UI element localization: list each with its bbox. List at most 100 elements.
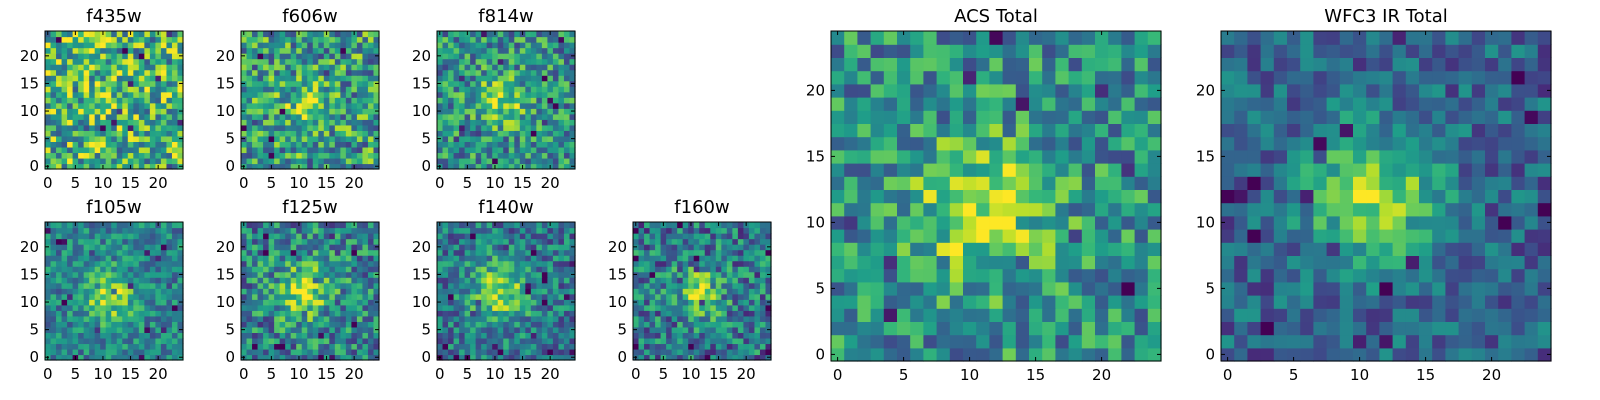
- heatmap-cell: [105, 135, 112, 142]
- heatmap-cell: [94, 260, 101, 267]
- heatmap-cell: [307, 332, 314, 339]
- heatmap-cell: [831, 149, 845, 164]
- heatmap-cell: [257, 244, 264, 251]
- heatmap-cell: [149, 288, 156, 295]
- heatmap-cell: [290, 119, 297, 126]
- heatmap-cell: [285, 108, 292, 115]
- heatmap-cell: [367, 277, 375, 284]
- heatmap-cell: [655, 337, 662, 345]
- heatmap-cell: [78, 299, 85, 306]
- heatmap-cell: [362, 282, 369, 289]
- heatmap-cell: [67, 119, 74, 126]
- heatmap-cell: [655, 315, 662, 322]
- heatmap-cell: [100, 42, 107, 49]
- heatmap-cell: [464, 282, 471, 289]
- heatmap-cell: [116, 163, 123, 170]
- heatmap-cell: [367, 304, 375, 311]
- heatmap-cell: [334, 277, 341, 284]
- heatmap-cell: [569, 113, 576, 120]
- heatmap-cell: [296, 315, 303, 322]
- heatmap-cell: [177, 42, 184, 49]
- heatmap-cell: [45, 321, 52, 328]
- heatmap-cell: [56, 141, 63, 148]
- heatmap-cell: [329, 310, 336, 317]
- heatmap-cell: [638, 266, 645, 273]
- heatmap-cell: [569, 58, 576, 65]
- heatmap-cell: [448, 238, 455, 245]
- heatmap-cell: [1042, 215, 1056, 230]
- heatmap-cell: [558, 75, 565, 82]
- heatmap-cell: [111, 124, 118, 131]
- heatmap-cell: [285, 277, 292, 284]
- heatmap-cell: [171, 332, 179, 339]
- heatmap-cell: [252, 119, 259, 126]
- heatmap-cell: [1095, 308, 1109, 322]
- heatmap-cell: [312, 321, 319, 328]
- heatmap-cell: [285, 310, 292, 317]
- heatmap-cell: [323, 271, 330, 278]
- heatmap-cell: [367, 222, 375, 229]
- heatmap-cell: [252, 135, 259, 142]
- heatmap-cell: [459, 277, 466, 284]
- heatmap-cell: [279, 75, 286, 82]
- heatmap-cell: [558, 97, 565, 104]
- heatmap-cell: [345, 42, 352, 49]
- heatmap-cell: [649, 354, 656, 361]
- heatmap-cell: [870, 334, 885, 349]
- heatmap-cell: [569, 36, 576, 43]
- heatmap-cell: [72, 75, 79, 82]
- heatmap-cell: [563, 135, 571, 142]
- heatmap-cell: [166, 113, 173, 120]
- heatmap-cell: [470, 75, 477, 82]
- heatmap-cell: [743, 337, 750, 345]
- heatmap-cell: [312, 343, 319, 350]
- heatmap-cell: [525, 299, 532, 306]
- heatmap-cell: [514, 31, 521, 38]
- heatmap-cell: [508, 354, 515, 361]
- heatmap-cell: [56, 36, 63, 43]
- heatmap-cell: [122, 64, 129, 71]
- heatmap-cell: [459, 293, 466, 300]
- heatmap-cell: [536, 113, 543, 120]
- heatmap-cell: [743, 255, 750, 262]
- heatmap-cell: [1095, 295, 1109, 309]
- heatmap-cell: [127, 141, 134, 148]
- heatmap-cell: [138, 58, 145, 65]
- heatmap-cell: [351, 238, 358, 245]
- heatmap-cell: [754, 348, 761, 356]
- heatmap-cell: [149, 113, 156, 120]
- heatmap-cell: [307, 255, 314, 262]
- heatmap-cell: [693, 266, 700, 273]
- heatmap-cell: [334, 47, 341, 54]
- heatmap-cell: [166, 282, 173, 289]
- heatmap-cell: [345, 157, 352, 165]
- heatmap-cell: [492, 75, 499, 82]
- heatmap-cell: [989, 308, 1004, 322]
- heatmap-cell: [569, 91, 576, 98]
- heatmap-cell: [100, 124, 107, 131]
- heatmap-cell: [721, 233, 728, 240]
- heatmap-cell: [453, 119, 460, 126]
- heatmap-cell: [437, 304, 444, 311]
- heatmap-cell: [263, 293, 270, 300]
- heatmap-cell: [514, 271, 521, 278]
- heatmap-cell: [279, 266, 286, 273]
- heatmap-cell: [274, 332, 281, 339]
- heatmap-cell: [246, 233, 253, 240]
- heatmap-cell: [503, 124, 510, 131]
- heatmap-cell: [475, 277, 482, 284]
- heatmap-cell: [78, 91, 85, 98]
- heatmap-cell: [274, 113, 281, 120]
- heatmap-cell: [558, 53, 565, 60]
- heatmap-cell: [246, 64, 253, 71]
- heatmap-cell: [133, 299, 140, 306]
- heatmap-cell: [290, 299, 297, 306]
- heatmap-cell: [508, 260, 515, 267]
- heatmap-cell: [307, 135, 314, 142]
- heatmap-cell: [274, 69, 281, 76]
- heatmap-cell: [693, 288, 700, 295]
- heatmap-cell: [470, 233, 477, 240]
- heatmap-cell: [138, 53, 145, 60]
- heatmap-cell: [453, 58, 460, 65]
- heatmap-cell: [844, 202, 858, 217]
